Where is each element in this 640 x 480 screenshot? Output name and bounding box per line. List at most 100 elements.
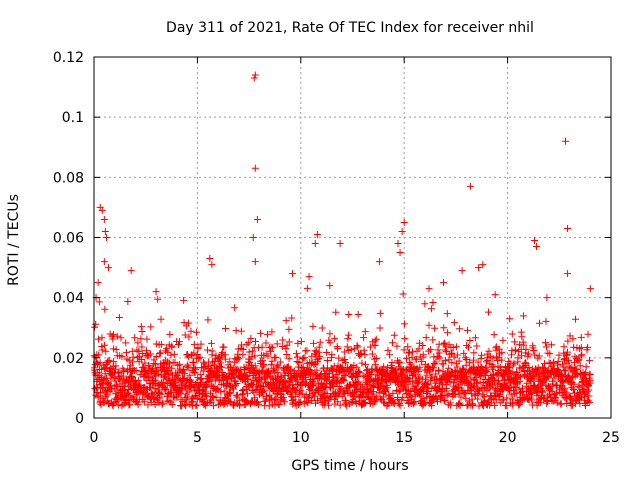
data-point [180, 370, 188, 378]
data-point [195, 354, 203, 362]
data-point [183, 362, 191, 370]
data-point [353, 342, 361, 350]
data-point [94, 393, 102, 401]
data-point [251, 352, 259, 360]
data-point [197, 375, 205, 383]
data-point [471, 334, 479, 342]
data-point [213, 385, 221, 393]
data-point [408, 348, 416, 356]
data-point [285, 325, 293, 333]
data-point [212, 393, 220, 401]
data-point [293, 371, 301, 379]
data-point [435, 386, 443, 394]
data-point [574, 357, 582, 365]
data-point [112, 362, 120, 370]
y-tick-label: 0.04 [53, 291, 84, 307]
data-point [443, 310, 451, 318]
data-point [440, 324, 448, 332]
data-point [187, 327, 195, 335]
data-point [326, 282, 334, 290]
data-point [309, 381, 317, 389]
data-point [492, 346, 500, 354]
data-point [373, 392, 381, 400]
data-point [499, 336, 507, 344]
data-point [500, 396, 508, 404]
data-point [302, 397, 310, 405]
data-point [267, 347, 275, 355]
data-point [422, 334, 430, 342]
data-point [238, 387, 246, 395]
data-point [511, 347, 519, 355]
data-point [550, 365, 558, 373]
data-point [271, 401, 279, 409]
data-point [310, 393, 318, 401]
data-point [506, 315, 514, 323]
data-point [376, 309, 384, 317]
data-point [294, 339, 302, 347]
data-point [577, 352, 585, 360]
data-point [152, 288, 160, 296]
data-point [201, 400, 209, 408]
data-point [251, 164, 259, 172]
data-point [379, 398, 387, 406]
data-point [262, 339, 270, 347]
data-point [217, 363, 225, 371]
data-point [243, 390, 251, 398]
data-point [238, 341, 246, 349]
data-point [301, 354, 309, 362]
data-point [206, 368, 214, 376]
y-tick-label: 0.1 [62, 110, 84, 126]
data-point [560, 367, 568, 375]
data-point [308, 382, 316, 390]
data-point [342, 371, 350, 379]
data-point [185, 333, 193, 341]
data-point [316, 338, 324, 346]
data-point [208, 347, 216, 355]
data-point [285, 355, 293, 363]
data-point [236, 402, 244, 410]
data-point [351, 393, 359, 401]
data-point [180, 296, 188, 304]
data-point [552, 394, 560, 402]
data-point [455, 325, 463, 333]
data-point [399, 290, 407, 298]
data-point [316, 371, 324, 379]
data-point [537, 398, 545, 406]
x-tick-label: 0 [90, 430, 99, 446]
data-point [181, 331, 189, 339]
data-point [563, 348, 571, 356]
data-point [126, 401, 134, 409]
data-point [441, 396, 449, 404]
data-point [276, 358, 284, 366]
data-point [98, 346, 106, 354]
data-point [229, 385, 237, 393]
data-point [383, 401, 391, 409]
data-point [290, 396, 298, 404]
data-point [264, 352, 272, 360]
data-point [146, 350, 154, 358]
data-point [404, 380, 412, 388]
data-point [308, 396, 316, 404]
data-point [463, 342, 471, 350]
data-point [485, 347, 493, 355]
data-point [184, 319, 192, 327]
data-point [465, 343, 473, 351]
data-point [295, 358, 303, 366]
data-point [406, 359, 414, 367]
data-point [136, 371, 144, 379]
data-point [310, 378, 318, 386]
data-point [170, 350, 178, 358]
data-point [466, 387, 474, 395]
data-point [249, 347, 257, 355]
data-point [550, 374, 558, 382]
data-point [326, 339, 334, 347]
data-point [95, 298, 103, 306]
data-point [138, 349, 146, 357]
data-point [432, 394, 440, 402]
y-tick-label: 0.06 [53, 231, 84, 247]
y-tick-label: 0.02 [53, 351, 84, 367]
data-point [127, 267, 135, 275]
data-point [301, 380, 309, 388]
data-point [511, 338, 519, 346]
data-point [585, 399, 593, 407]
